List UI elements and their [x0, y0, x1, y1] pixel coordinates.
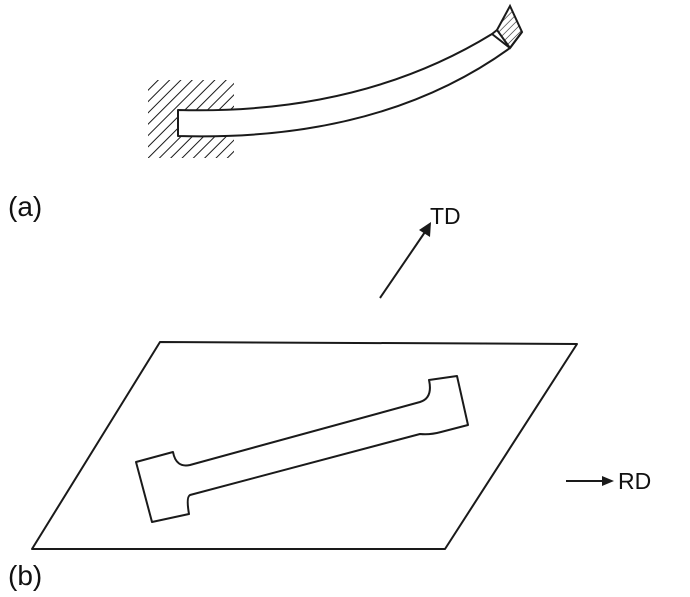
td-arrow: [379, 222, 431, 299]
tensile-specimen: [135, 375, 469, 523]
panel-label-a: (a): [8, 191, 43, 222]
rd-label: RD: [618, 468, 652, 494]
bent-beam: [177, 3, 524, 138]
td-label: TD: [430, 203, 461, 229]
rd-arrow: [566, 476, 614, 486]
panel-label-b: (b): [8, 560, 43, 591]
